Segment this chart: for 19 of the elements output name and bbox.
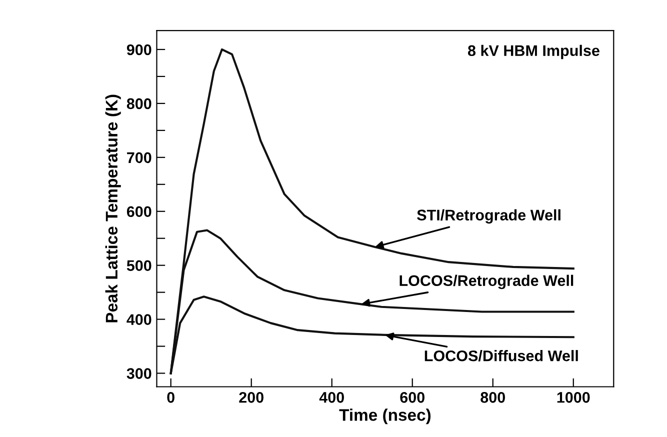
annotation: LOCOS/Retrograde Well bbox=[400, 274, 574, 290]
x-tick-label: 400 bbox=[319, 392, 344, 403]
y-tick-label: 900 bbox=[126, 44, 152, 56]
x-tick-label: 600 bbox=[400, 392, 424, 403]
y-tick-label: 800 bbox=[126, 98, 152, 110]
text: 8 kV HBM Impulse bbox=[468, 44, 600, 60]
x-tick-label: 200 bbox=[239, 392, 264, 403]
x-tick-label: 1000 bbox=[557, 392, 590, 403]
y-tick-label: 600 bbox=[126, 206, 152, 218]
x-axis-title: Time (nsec) bbox=[339, 408, 431, 424]
y-tick-label: 300 bbox=[126, 368, 152, 379]
annotation: LOCOS/Diffused Well bbox=[424, 350, 578, 362]
y-axis-title: Peak Lattice Temperature (K) bbox=[105, 94, 121, 322]
y-tick-label: 500 bbox=[126, 260, 152, 272]
x-tick-label: 0 bbox=[167, 392, 174, 403]
x-tick-label: 800 bbox=[480, 392, 505, 403]
annotation: STI/Retrograde Well bbox=[417, 209, 560, 224]
y-tick-label: 400 bbox=[126, 314, 152, 325]
y-tick-label: 700 bbox=[127, 152, 152, 164]
